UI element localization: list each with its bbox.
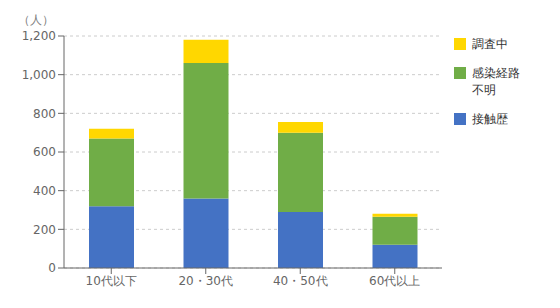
svg-text:20・30代: 20・30代 [178, 274, 233, 288]
html-text:接触歴: 接触歴 [472, 112, 508, 126]
svg-text:200: 200 [33, 223, 56, 237]
svg-text:60代以上: 60代以上 [369, 274, 420, 288]
html-text:調査中: 調査中 [472, 37, 508, 51]
svg-text:（人）: （人） [18, 13, 54, 27]
html-text:不明: 不明 [472, 83, 496, 97]
svg-text:1,200: 1,200 [22, 29, 56, 43]
svg-text:600: 600 [33, 145, 56, 159]
svg-text:10代以下: 10代以下 [86, 274, 137, 288]
svg-text:800: 800 [33, 107, 56, 121]
svg-text:0: 0 [48, 261, 56, 275]
svg-text:400: 400 [33, 184, 56, 198]
svg-text:40・50代: 40・50代 [273, 274, 328, 288]
svg-text:1,000: 1,000 [22, 68, 56, 82]
html-text:感染経路: 感染経路 [472, 66, 520, 80]
